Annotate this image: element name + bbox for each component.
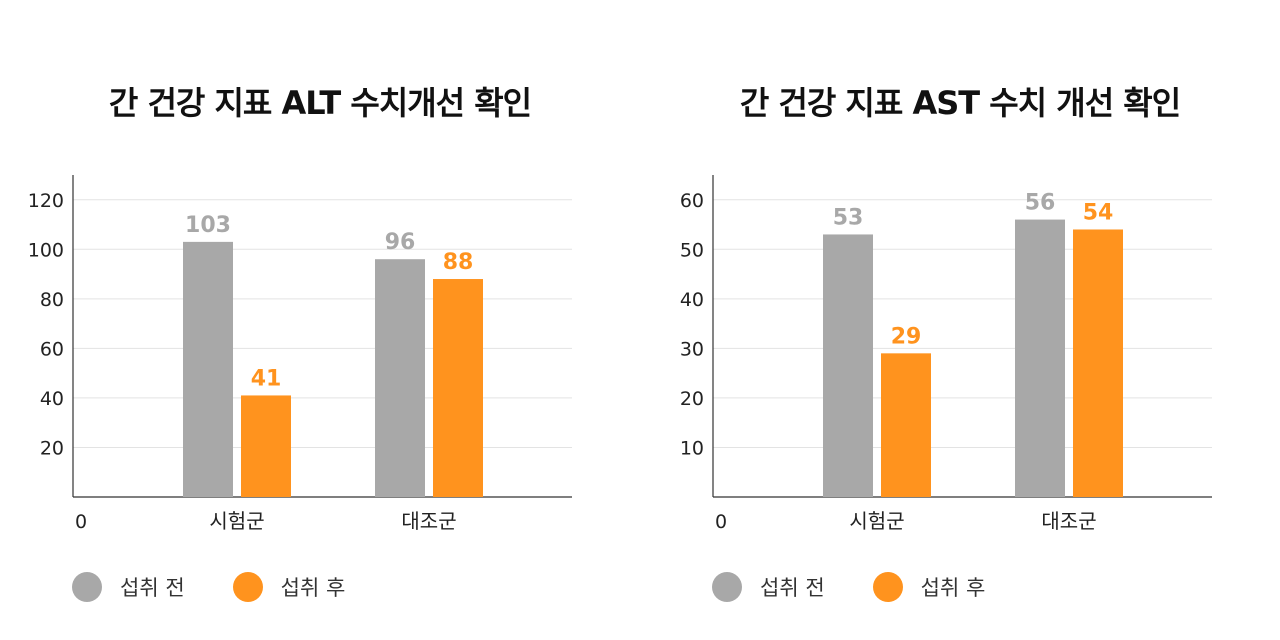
bar-value-label: 41 [251, 366, 282, 391]
legend-swatch-before [712, 572, 742, 602]
category-label: 대조군 [1041, 509, 1096, 533]
bar-value-label: 88 [443, 250, 474, 275]
bar-value-label: 29 [891, 324, 922, 349]
legend-swatch-before [72, 572, 102, 602]
category-label: 시험군 [849, 509, 904, 533]
y-tick-label: 20 [40, 437, 64, 459]
legend-label-before: 섭취 전 [760, 576, 825, 600]
legend-swatch-after [232, 572, 263, 602]
ast-legend-item-after: 섭취 후 [872, 572, 986, 602]
bar-value-label: 56 [1025, 191, 1056, 216]
bar-after [881, 353, 931, 497]
alt-legend: 섭취 전 섭취 후 [72, 572, 393, 602]
alt-chart-panel: 간 건강 지표 ALT 수치개선 확인 20 40 60 80 100 120 0 103 41… [28, 84, 572, 602]
ast-chart-panel: 간 건강 지표 AST 수치 개선 확인 10 20 30 40 50 60 0 53 29 시험… [640, 0, 1280, 640]
y-tick-label: 50 [680, 239, 704, 261]
y-tick-label: 60 [40, 338, 64, 360]
y-tick-label: 40 [680, 289, 704, 311]
bar-before [375, 259, 425, 497]
ast-legend: 섭취 전 섭취 후 [712, 572, 1033, 602]
bar-after [1073, 229, 1123, 497]
category-label: 시험군 [209, 509, 264, 533]
legend-label-after: 섭취 후 [280, 576, 346, 600]
y-tick-label: 60 [680, 190, 704, 212]
y-tick-label: 10 [680, 437, 704, 459]
ast-chart-title: 간 건강 지표 AST 수치 개선 확인 [739, 84, 1181, 122]
category-label: 대조군 [401, 509, 456, 533]
bar-value-label: 96 [385, 230, 416, 255]
origin-label: 0 [75, 511, 87, 533]
y-tick-label: 100 [28, 239, 64, 261]
ast-legend-item-before: 섭취 전 [712, 572, 825, 602]
alt-bar-chart: 20 40 60 80 100 120 0 103 41 시험군 96 88 대조군 [28, 175, 572, 533]
bar-value-label: 103 [185, 213, 231, 238]
bar-after [241, 395, 291, 497]
ast-bar-chart: 10 20 30 40 50 60 0 53 29 시험군 56 54 대조군 [680, 175, 1212, 533]
legend-label-after: 섭취 후 [920, 576, 986, 600]
y-tick-label: 40 [40, 388, 64, 410]
alt-legend-item-after: 섭취 후 [232, 572, 346, 602]
y-tick-label: 120 [28, 190, 64, 212]
legend-label-before: 섭취 전 [120, 576, 185, 600]
bar-before [823, 234, 873, 497]
bar-value-label: 53 [833, 205, 864, 230]
legend-swatch-after [872, 572, 903, 602]
origin-label: 0 [715, 511, 727, 533]
y-tick-label: 20 [680, 388, 704, 410]
alt-legend-item-before: 섭취 전 [72, 572, 185, 602]
y-tick-label: 30 [680, 338, 704, 360]
bar-after [433, 279, 483, 497]
y-tick-label: 80 [40, 289, 64, 311]
bar-value-label: 54 [1083, 200, 1114, 225]
bar-before [1015, 219, 1065, 498]
alt-chart-title: 간 건강 지표 ALT 수치개선 확인 [108, 84, 532, 122]
bar-before [183, 241, 233, 497]
